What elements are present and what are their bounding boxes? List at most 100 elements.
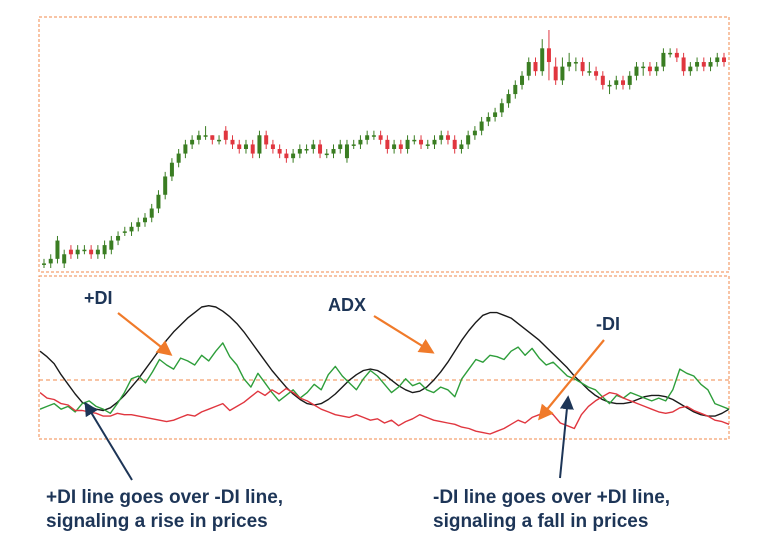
candle-body — [486, 116, 491, 122]
candle — [149, 203, 154, 223]
candle-body — [614, 80, 619, 85]
candle — [351, 139, 356, 149]
candle — [95, 245, 100, 259]
candle-body — [419, 139, 424, 145]
candle — [452, 135, 457, 154]
candle-body — [398, 144, 403, 149]
candle-body — [42, 263, 46, 265]
candle — [55, 235, 60, 264]
candle-body — [129, 226, 134, 232]
candle — [331, 144, 336, 159]
candle — [176, 149, 181, 168]
candle — [250, 139, 255, 159]
candle — [580, 57, 585, 76]
candle-body — [149, 208, 154, 218]
candle-body — [371, 135, 376, 137]
candle-body — [452, 139, 457, 149]
candle-body — [95, 249, 100, 255]
candle — [385, 135, 390, 154]
candle-body — [217, 139, 222, 142]
candle — [230, 135, 235, 149]
candle — [674, 48, 679, 63]
candle — [318, 139, 323, 159]
candle-body — [580, 62, 585, 72]
indicator-series — [39, 305, 730, 435]
candle-body — [297, 149, 302, 154]
minus-di-label: -DI — [596, 314, 620, 334]
candle-body — [560, 66, 565, 81]
candle — [378, 130, 383, 145]
candle-body — [142, 217, 147, 223]
candle-body — [270, 144, 275, 149]
candle — [466, 130, 471, 149]
candle — [264, 130, 269, 149]
candle — [237, 139, 242, 154]
candle — [217, 135, 222, 145]
candle — [82, 245, 87, 255]
candle-body — [331, 149, 336, 154]
candle — [695, 57, 700, 72]
candle — [533, 57, 538, 76]
candle-body — [546, 48, 551, 63]
candle — [371, 130, 376, 140]
candle — [627, 71, 632, 90]
candle — [513, 80, 518, 99]
candle-body — [674, 52, 679, 58]
candle — [42, 258, 46, 268]
candle-body — [344, 144, 349, 159]
candle-body — [607, 84, 612, 87]
candle — [445, 130, 450, 145]
cross-down-pointer-arrow — [559, 395, 574, 479]
candle — [398, 139, 403, 154]
candle — [459, 139, 464, 154]
candle-body — [68, 249, 73, 255]
candle-body — [264, 135, 269, 145]
candle-body — [183, 144, 188, 154]
candle-body — [513, 84, 518, 95]
candle — [634, 62, 639, 81]
candle — [291, 149, 296, 163]
candle — [358, 135, 363, 149]
cross-down-annotation-line1: -DI line goes over +DI line, — [433, 487, 671, 508]
candle — [210, 135, 215, 145]
candle-body — [587, 71, 592, 73]
candle-body — [627, 75, 632, 85]
candle — [284, 149, 289, 163]
plus-di-line — [39, 342, 730, 414]
candle — [129, 222, 134, 236]
candle — [472, 126, 477, 140]
candle-body — [695, 62, 700, 67]
cross-up-pointer-arrow — [84, 401, 133, 481]
candle-body — [520, 75, 525, 85]
price-panel-frame — [38, 16, 730, 273]
candle — [257, 130, 262, 159]
candle-body — [661, 52, 666, 67]
candle-body — [156, 194, 161, 209]
candle-body — [654, 66, 659, 72]
cross-up-annotation-line2: signaling a rise in prices — [46, 511, 268, 532]
candle-body — [176, 153, 181, 163]
adx-label: ADX — [328, 295, 367, 315]
candle-body — [553, 66, 558, 81]
candle — [688, 62, 693, 76]
candle — [722, 52, 726, 67]
candle-body — [223, 130, 228, 140]
plus-di-label-arrow — [117, 312, 173, 356]
candle-body — [499, 103, 504, 113]
candle — [311, 139, 316, 154]
candle — [277, 144, 282, 159]
candle — [203, 126, 208, 140]
candle — [506, 89, 511, 108]
candle-body — [237, 144, 242, 149]
candle-body — [432, 139, 437, 145]
cross-up-annotation-line1: +DI line goes over -DI line, — [46, 487, 284, 508]
candle — [68, 245, 73, 259]
candle-body — [567, 62, 572, 67]
candle — [62, 249, 67, 268]
candle-body — [540, 48, 545, 72]
candle-body — [715, 57, 720, 63]
candle-body — [425, 144, 430, 146]
candle-body — [311, 144, 316, 149]
candle — [621, 75, 626, 90]
